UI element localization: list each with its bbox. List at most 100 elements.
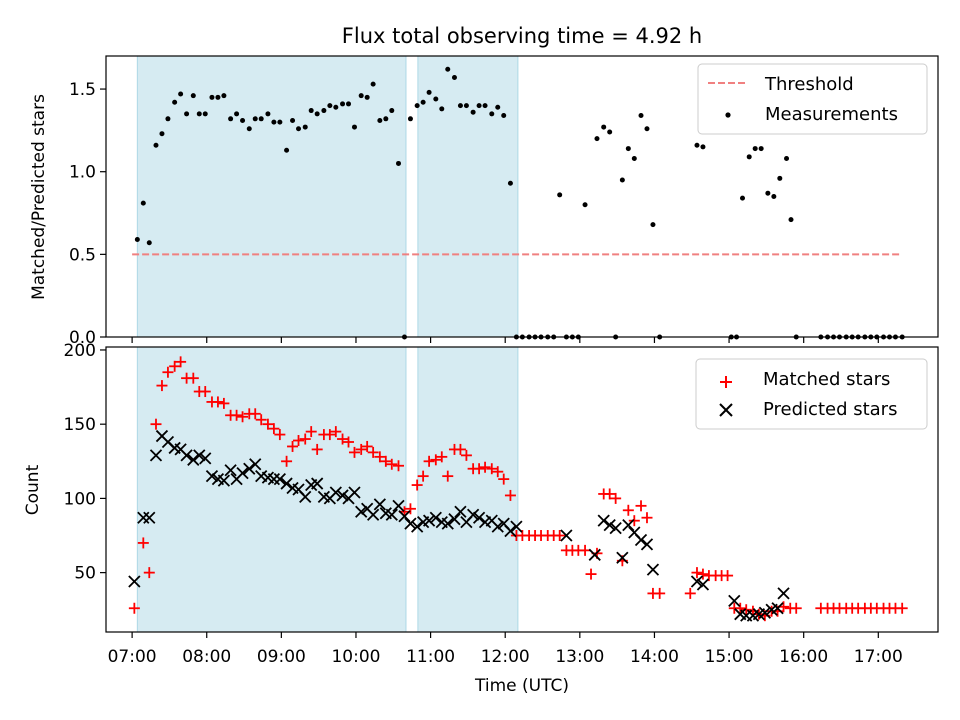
measurement-point [333,104,339,110]
matched-star-marker [697,568,709,580]
count-y-ticks: 50 100 150 200 [64,341,106,584]
measurement-point [190,93,196,99]
matched-star-marker [896,602,908,614]
measurement-point [476,103,482,109]
matched-star-marker [691,567,703,579]
measurement-point [457,103,463,109]
matched-star-marker [436,451,448,463]
matched-star-marker [380,455,392,467]
matched-star-marker [554,530,566,542]
predicted-star-marker [311,477,324,490]
measurement-point [215,94,221,100]
measurement-point [619,177,625,183]
measurement-point [414,103,420,109]
measurement-point [346,101,352,107]
matched-star-marker [175,356,187,368]
predicted-star-marker [504,524,517,538]
measurement-point [463,103,469,109]
matched-star-marker [417,470,429,482]
predicted-star-marker [205,470,219,483]
x-axis-label: Time (UTC) [474,676,569,696]
predicted-star-marker [510,520,523,533]
predicted-star-marker [646,563,660,576]
ratio-legend-frame [697,63,928,135]
measurement-point [433,96,439,102]
y-tick-label: 150 [64,415,96,435]
measurement-point [258,116,264,122]
measurement-point [650,222,656,228]
measurement-point [340,101,346,107]
measurement-point [625,146,631,152]
matched-star-marker [641,512,653,524]
matched-star-marker [498,473,510,485]
y-tick-label: 100 [64,489,96,509]
matched-star-marker [740,604,752,616]
measurement-point [172,99,178,105]
matched-star-marker [361,440,373,452]
predicted-star-marker [696,578,710,591]
predicted-star-marker [588,548,601,561]
measurement-point [420,99,426,105]
predicted-star-marker [491,520,504,533]
measurement-point [389,108,395,114]
predicted-star-marker [560,529,573,542]
predicted-star-marker [609,521,622,535]
matched-star-marker [199,386,211,398]
count-y-axis-label: Count [23,464,43,515]
measurement-point [788,217,794,223]
measurement-point [314,111,320,117]
matched-star-marker [169,360,181,372]
predicted-star-marker [249,458,262,471]
predicted-star-marker [243,462,256,475]
measurement-point [439,106,445,112]
measurement-point [638,113,644,119]
predicted-star-markers [128,429,790,622]
measurement-point [302,124,308,130]
predicted-star-marker [758,606,772,619]
y-tick-label: 0.5 [69,245,96,265]
legend-matched-swatch [720,376,732,388]
matched-star-marker [610,492,622,504]
measurement-point [784,155,790,161]
matched-star-marker [684,587,696,599]
measurement-point [758,146,764,152]
matched-star-marker [137,537,149,549]
matched-star-marker [579,544,591,556]
observing-window-2 [417,55,519,338]
predicted-star-marker [690,575,704,588]
count-legend: Matched stars Predicted stars [695,358,928,430]
matched-star-marker [274,429,286,441]
predicted-star-marker [422,514,436,527]
measurement-point [752,146,758,152]
x-tick-label: 14:00 [630,647,679,667]
matched-star-marker [504,489,516,501]
matched-star-marker [268,423,280,435]
predicted-star-marker [771,602,784,615]
matched-star-marker [231,409,243,421]
measurement-point [396,160,402,166]
matched-star-marker [324,429,336,441]
measurement-point [771,194,777,199]
measurement-point [178,91,184,97]
predicted-star-marker [448,513,461,526]
measurement-point [184,111,190,117]
matched-star-marker [454,443,466,455]
measurement-point [327,103,333,109]
observing-window-2 [417,346,519,633]
measurement-point [234,111,240,117]
x-tick-label: 11:00 [406,647,455,667]
measurement-point [594,136,600,142]
predicted-star-marker [193,449,206,462]
measurement-point [364,94,370,100]
measurement-point [202,111,208,117]
predicted-star-marker [355,505,368,518]
measurement-point [746,154,752,160]
measurement-point [451,74,457,80]
measurement-point [221,93,227,99]
x-tick-label: 12:00 [481,647,530,667]
predicted-star-marker [392,499,405,512]
predicted-star-marker [728,594,741,607]
count-legend-frame [695,358,928,430]
measurement-point [700,144,706,150]
predicted-star-marker [273,472,286,486]
